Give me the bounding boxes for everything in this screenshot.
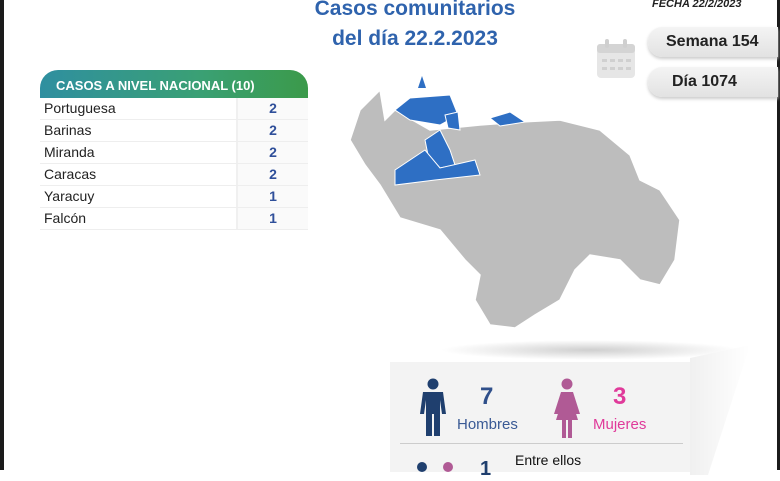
calendar-icon bbox=[597, 39, 635, 78]
case-count: 2 bbox=[236, 120, 308, 141]
table-header: CASOS A NIVEL NACIONAL (10) bbox=[40, 70, 308, 98]
title-line1: Casos comunitarios bbox=[314, 0, 516, 20]
divider bbox=[400, 443, 683, 444]
title-line2: del día 22.2.2023 bbox=[332, 27, 498, 50]
table-row: Barinas 2 bbox=[40, 120, 308, 142]
small-man-icon bbox=[417, 462, 427, 472]
case-count: 2 bbox=[236, 98, 308, 119]
table-row: Yaracuy 1 bbox=[40, 186, 308, 208]
table-row: Miranda 2 bbox=[40, 142, 308, 164]
woman-icon bbox=[554, 378, 580, 438]
women-count: 3 bbox=[613, 383, 627, 410]
table-row: Falcón 1 bbox=[40, 208, 308, 230]
map-region-miranda bbox=[488, 111, 527, 127]
case-count: 1 bbox=[236, 208, 308, 229]
case-count: 1 bbox=[236, 186, 308, 207]
map-region-north-tip bbox=[418, 76, 426, 88]
state-name: Yaracuy bbox=[44, 188, 95, 204]
case-count: 2 bbox=[236, 164, 308, 185]
card-curl bbox=[690, 345, 750, 475]
state-name: Barinas bbox=[44, 122, 92, 138]
note-count: 1 bbox=[480, 458, 492, 480]
table-row: Portuguesa 2 bbox=[40, 98, 308, 120]
left-frame-edge bbox=[0, 0, 4, 470]
date-label: FECHA 22/2/2023 bbox=[652, 0, 742, 10]
day-badge: Día 1074 bbox=[648, 67, 778, 97]
cases-table: CASOS A NIVEL NACIONAL (10) Portuguesa 2 B… bbox=[40, 70, 308, 230]
case-count: 2 bbox=[236, 142, 308, 163]
men-label: Hombres bbox=[457, 416, 518, 433]
map-region-barinas bbox=[394, 149, 481, 186]
card-shadow bbox=[440, 340, 740, 360]
small-woman-icon bbox=[443, 462, 453, 472]
table-row: Caracas 2 bbox=[40, 164, 308, 186]
venezuela-map bbox=[349, 76, 681, 329]
man-icon bbox=[420, 378, 446, 436]
women-label: Mujeres bbox=[593, 416, 647, 433]
state-name: Falcón bbox=[44, 210, 87, 226]
page-title: Casos comunitarios del día 22.2.2023 bbox=[280, 0, 550, 54]
state-name: Portuguesa bbox=[44, 100, 116, 116]
note-label: Entre ellos bbox=[515, 452, 582, 468]
week-badge: Semana 154 bbox=[648, 27, 778, 57]
men-count: 7 bbox=[480, 383, 494, 410]
map-region-yaracuy bbox=[444, 111, 461, 131]
state-name: Miranda bbox=[44, 144, 95, 160]
right-frame-edge bbox=[777, 0, 780, 470]
state-name: Caracas bbox=[44, 166, 97, 182]
map-base bbox=[349, 88, 681, 329]
